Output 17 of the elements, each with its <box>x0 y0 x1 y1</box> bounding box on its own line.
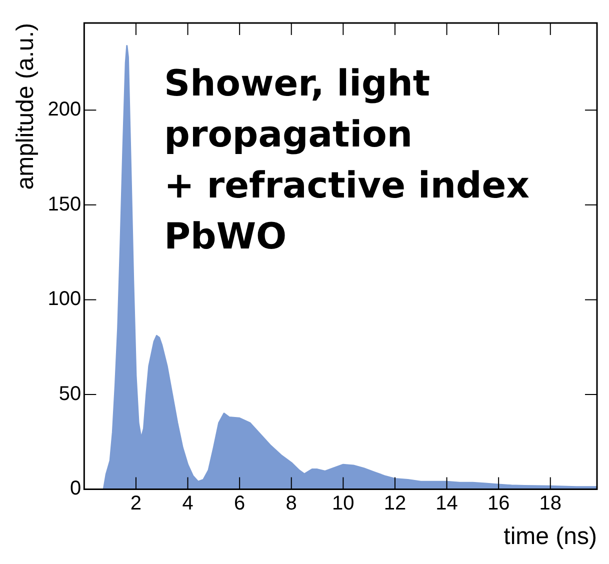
x-tick-label: 10 <box>332 492 354 515</box>
annotation: Shower, light propagation + refractive index PbWO <box>164 63 530 258</box>
x-tick-label: 2 <box>130 492 142 515</box>
y-axis-title: amplitude (a.u.) <box>12 23 40 190</box>
y-tick-label: 50 <box>58 382 82 405</box>
x-axis-title: time (ns) <box>504 523 597 550</box>
y-tick-label: 200 <box>48 98 82 121</box>
y-tick-label: 0 <box>70 478 82 500</box>
y-tick-label: 100 <box>48 288 82 310</box>
y-tick-label: 150 <box>48 193 82 216</box>
x-tick-label: 14 <box>436 492 458 515</box>
x-tick-label: 18 <box>539 492 562 515</box>
x-tick-label: 8 <box>286 492 297 515</box>
x-tick-label: 4 <box>182 492 194 515</box>
x-tick-label: 16 <box>487 492 510 515</box>
x-tick-label: 12 <box>384 492 406 515</box>
x-tick-label: 6 <box>234 492 246 515</box>
